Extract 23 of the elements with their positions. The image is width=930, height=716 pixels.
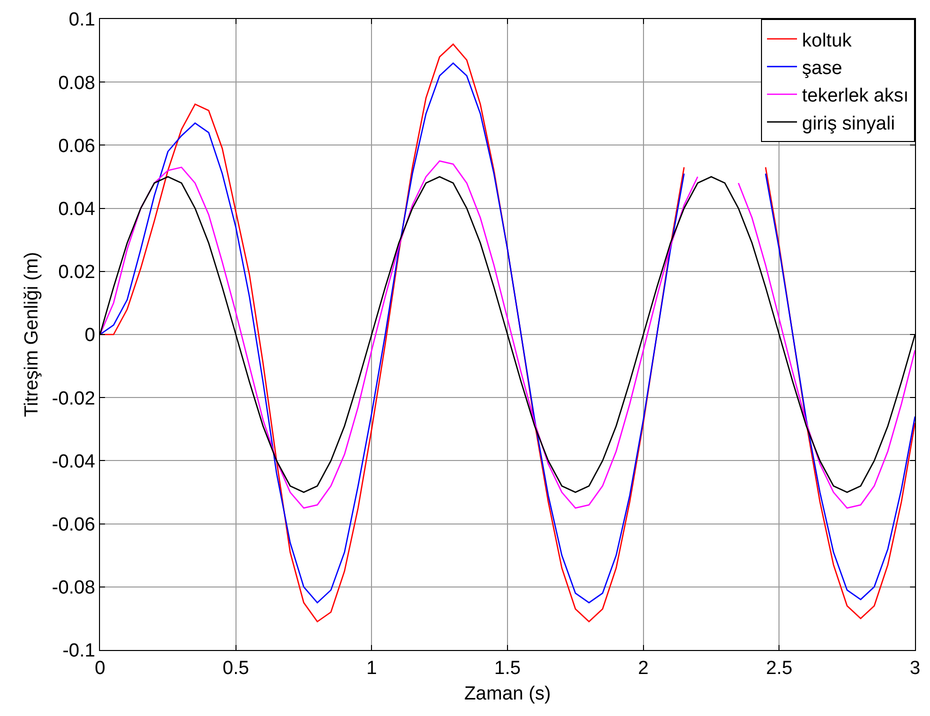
- y-tick-label: -0.08: [52, 578, 96, 599]
- y-tick-label: -0.04: [52, 451, 96, 472]
- y-tick-label: 0.02: [58, 262, 96, 284]
- legend-label: tekerlek aksı: [802, 86, 909, 107]
- y-tick-label: 0.1: [68, 10, 96, 31]
- x-tick-label: 3: [910, 658, 920, 679]
- y-tick-label: 0.04: [58, 198, 96, 220]
- x-axis-title: Zaman (s): [464, 684, 551, 705]
- x-tick-label: 2: [638, 658, 649, 679]
- legend-label: koltuk: [802, 30, 852, 52]
- y-tick-label: 0: [84, 325, 96, 346]
- x-tick-label: 2.5: [766, 658, 792, 679]
- y-tick-label: 0.08: [58, 72, 96, 94]
- legend-label: giriş sinyali: [802, 113, 895, 134]
- legend-label: şase: [802, 58, 842, 79]
- x-tick-label: 1: [366, 658, 377, 679]
- y-tick-label: -0.06: [52, 514, 96, 536]
- y-tick-label: -0.1: [62, 640, 96, 662]
- x-tick-label: 1.5: [494, 658, 521, 679]
- y-tick-label: -0.02: [52, 388, 96, 410]
- y-axis-title: Titreşim Genliği (m): [22, 252, 43, 418]
- y-tick-label: 0.06: [58, 136, 96, 157]
- x-tick-label: 0.5: [222, 658, 250, 679]
